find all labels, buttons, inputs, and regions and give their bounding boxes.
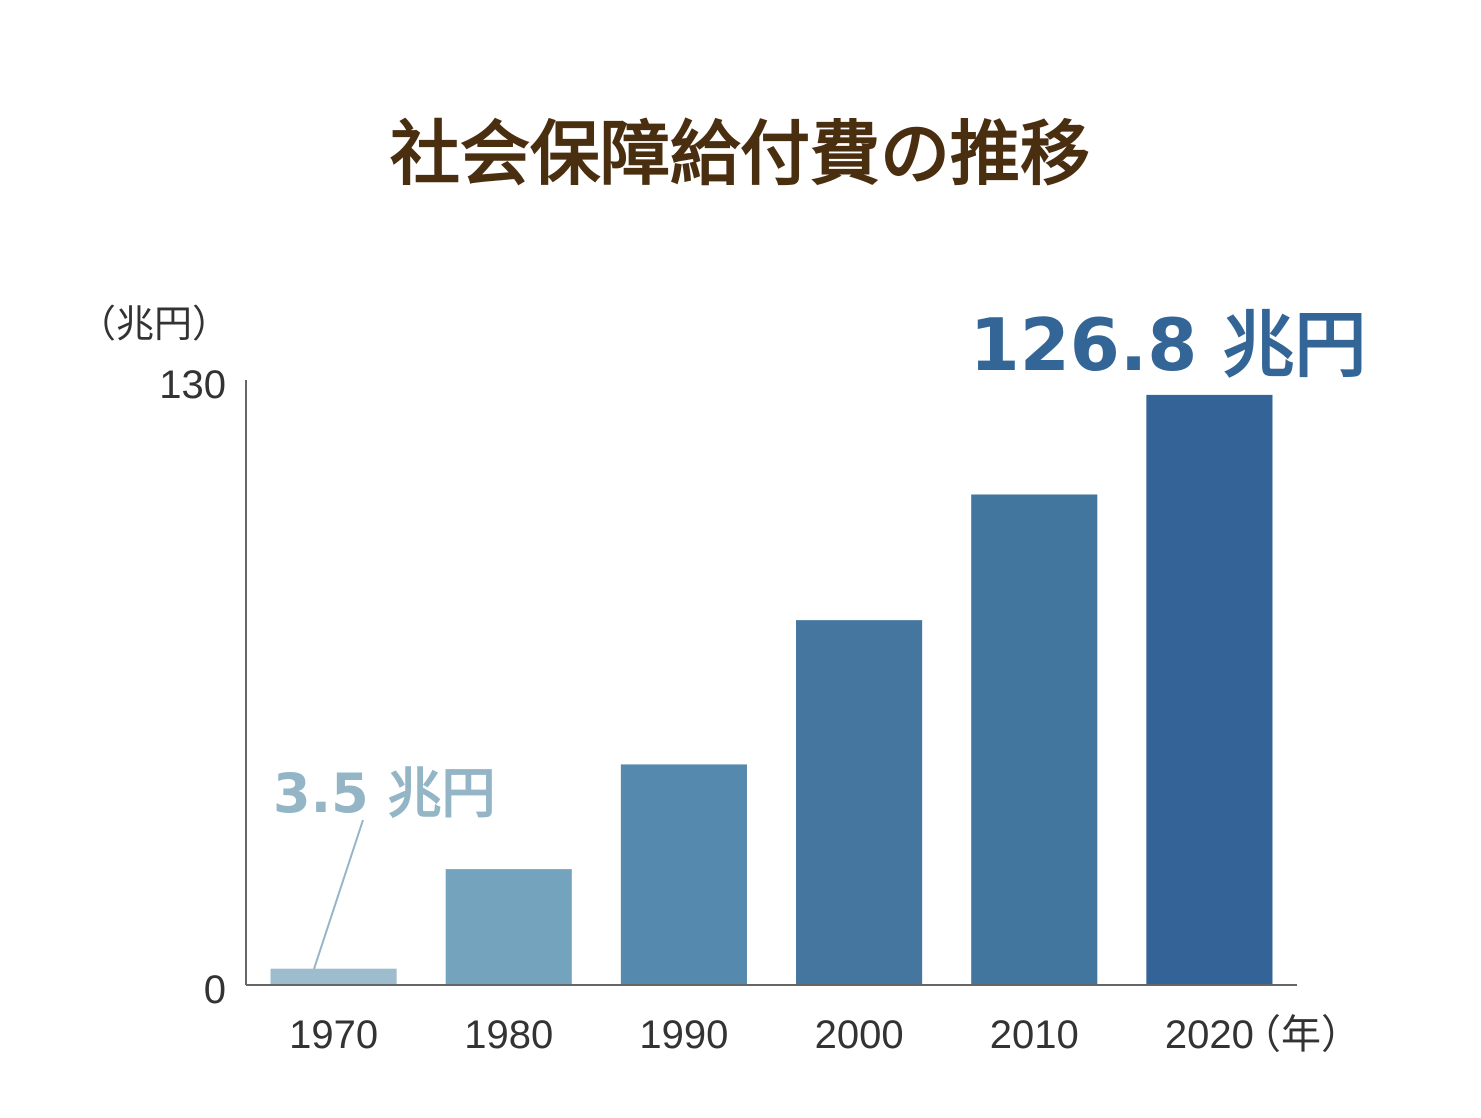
annotation-leader-line-1970 — [313, 819, 364, 970]
x-axis-unit-label: （年） — [1241, 1013, 1361, 1057]
x-tick-label-1980: 1980 — [464, 1013, 553, 1057]
chart-title: 社会保障給付費の推移 — [390, 113, 1090, 195]
y-axis-label: （兆円） — [78, 304, 230, 346]
x-tick-label-2020: 2020 — [1165, 1013, 1254, 1057]
bar-1990 — [620, 764, 747, 985]
x-tick-label-2010: 2010 — [990, 1013, 1079, 1057]
annotation-label-2020: 126.8 兆円 — [970, 303, 1367, 387]
bar-2010 — [971, 494, 1098, 985]
annotation-label-1970: 3.5 兆円 — [273, 762, 495, 825]
x-tick-labels: 1970 1980 1990 2000 2010 2020 — [289, 1013, 1254, 1057]
bar-2000 — [796, 620, 923, 985]
bars-layer — [270, 394, 1273, 985]
bar-2020 — [1146, 394, 1273, 985]
bar-1970 — [270, 968, 397, 985]
x-tick-label-1970: 1970 — [289, 1013, 378, 1057]
x-tick-label-2000: 2000 — [815, 1013, 904, 1057]
y-tick-label-zero: 0 — [204, 968, 226, 1012]
y-tick-label-max: 130 — [159, 363, 226, 407]
bar-1980 — [445, 869, 572, 985]
x-tick-label-1990: 1990 — [639, 1013, 728, 1057]
